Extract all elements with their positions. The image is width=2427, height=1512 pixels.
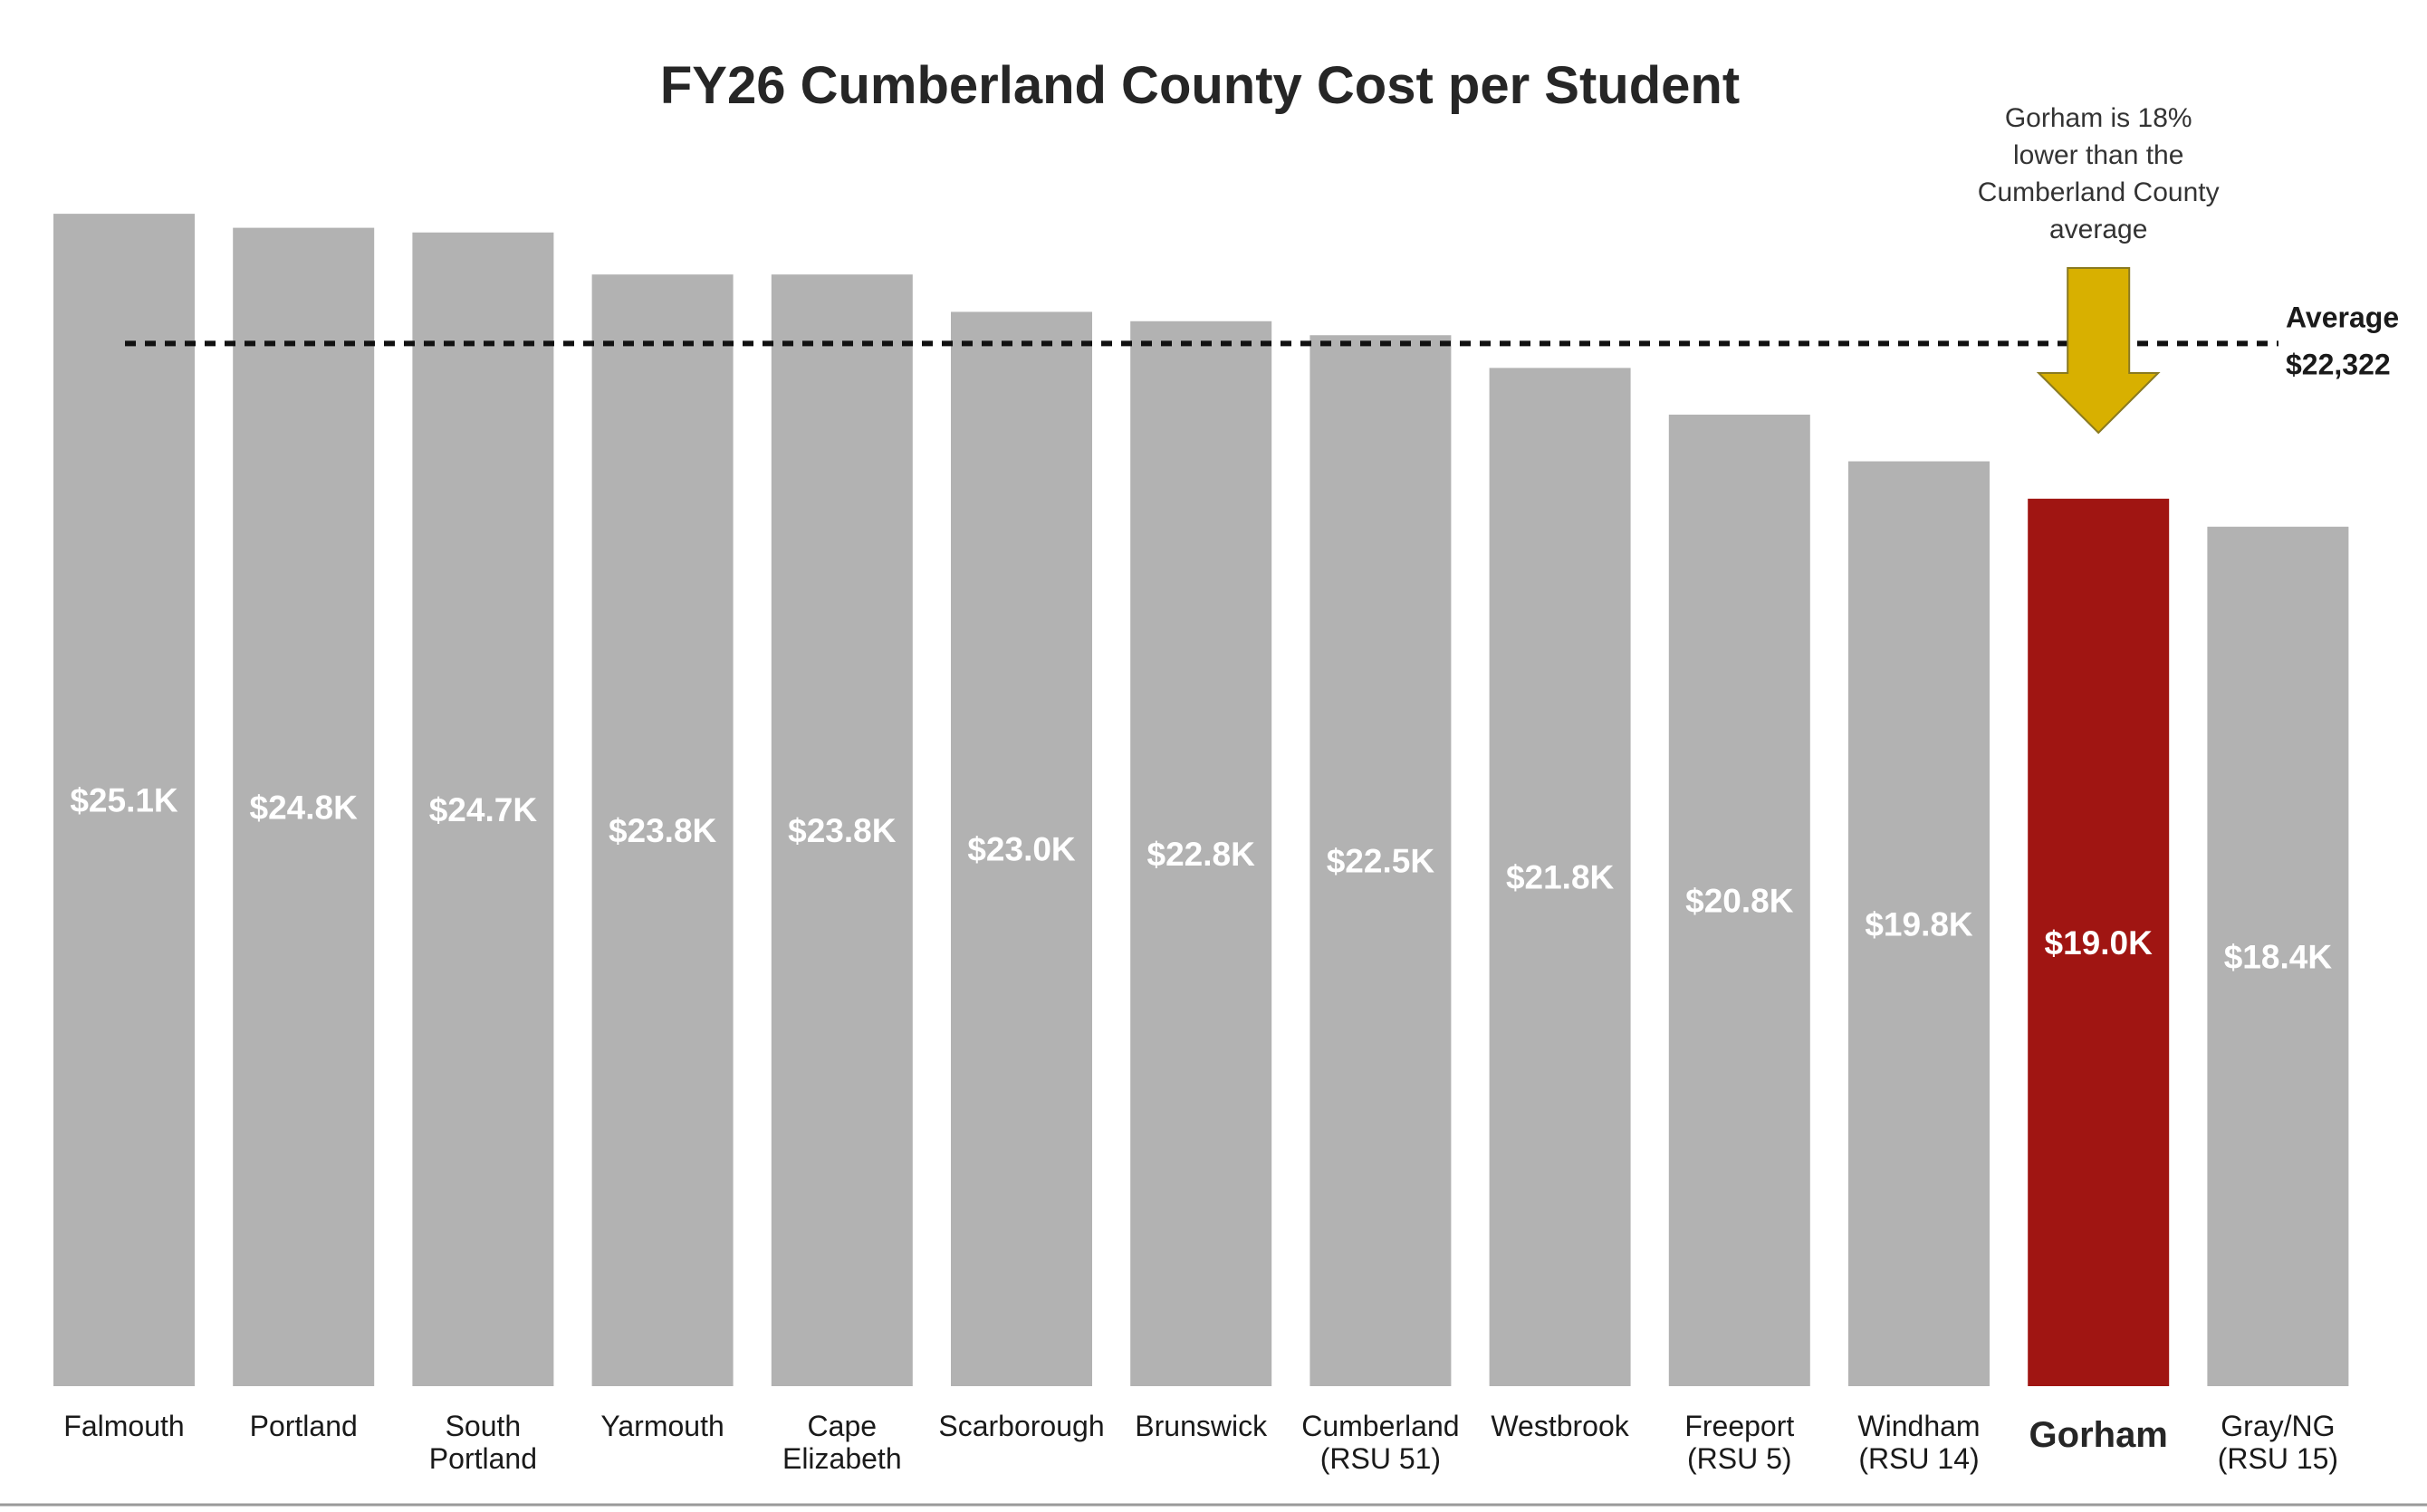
category-label-portland: Portland [250, 1410, 358, 1442]
bars-layer [53, 214, 2349, 1387]
data-label-windham-rsu-14: $19.8K [1865, 905, 1973, 943]
category-label-cumberland-rsu-51: Cumberland (RSU 51) [1301, 1410, 1459, 1475]
category-label-south-portland: South Portland [429, 1410, 537, 1475]
data-label-gray-ng-rsu-15: $18.4K [2224, 938, 2333, 975]
bar-falmouth [53, 214, 195, 1386]
bar-portland [233, 227, 375, 1387]
data-label-westbrook: $21.8K [1506, 859, 1615, 896]
data-label-cape-elizabeth: $23.8K [788, 812, 897, 849]
bar-scarborough [951, 311, 1092, 1387]
category-label-falmouth: Falmouth [63, 1410, 184, 1442]
chart-title: FY26 Cumberland County Cost per Student [660, 56, 1740, 115]
data-label-south-portland: $24.7K [429, 791, 538, 828]
category-label-gray-ng-rsu-15: Gray/NG (RSU 15) [2218, 1410, 2338, 1475]
category-label-westbrook: Westbrook [1491, 1410, 1629, 1442]
data-label-yarmouth: $23.8K [609, 812, 717, 849]
category-label-brunswick: Brunswick [1135, 1410, 1268, 1442]
data-label-brunswick: $22.8K [1147, 836, 1256, 873]
bar-gray-ng-rsu-15 [2207, 526, 2349, 1386]
bar-brunswick [1130, 321, 1272, 1386]
bar-westbrook [1489, 368, 1631, 1387]
bar-cape-elizabeth [771, 274, 913, 1387]
average-label: Average $22,322 [2286, 301, 2399, 380]
bar-south-portland [412, 232, 554, 1386]
bar-gorham [2028, 498, 2170, 1386]
data-label-freeport-rsu-5: $20.8K [1685, 882, 1794, 919]
category-label-freeport-rsu-5: Freeport (RSU 5) [1684, 1410, 1794, 1475]
data-label-portland: $24.8K [250, 789, 359, 826]
category-axis: Falmouth Portland South Portland Yarmouth Cap… [63, 1410, 2338, 1475]
bar-windham-rsu-14 [1848, 461, 1990, 1386]
annotation-text: Gorham is 18% lower than the Cumberland Co… [1978, 103, 2220, 244]
annotation-layer: Gorham is 18% lower than the Cumberland Co… [1978, 103, 2220, 435]
data-label-gorham: $19.0K [2045, 924, 2154, 962]
bar-cumberland-rsu-51 [1309, 335, 1452, 1387]
labels-layer: $25.1K $24.8K $24.7K $23.8K $23.8K $23.0K $22.… [70, 782, 2332, 976]
category-label-yarmouth: Yarmouth [600, 1410, 724, 1442]
bar-yarmouth [591, 274, 734, 1387]
data-label-cumberland-rsu-51: $22.5K [1327, 843, 1435, 880]
category-label-windham-rsu-14: Windham (RSU 14) [1857, 1410, 1980, 1475]
bar-freeport-rsu-5 [1668, 414, 1810, 1386]
data-label-falmouth: $25.1K [70, 782, 178, 819]
category-label-scarborough: Scarborough [938, 1410, 1104, 1442]
data-label-scarborough: $23.0K [967, 831, 1076, 868]
average-layer: Average $22,322 [125, 301, 2399, 380]
category-label-gorham: Gorham [2029, 1415, 2168, 1455]
category-label-cape-elizabeth: Cape Elizabeth [782, 1410, 902, 1475]
down-arrow-icon [2036, 267, 2161, 435]
